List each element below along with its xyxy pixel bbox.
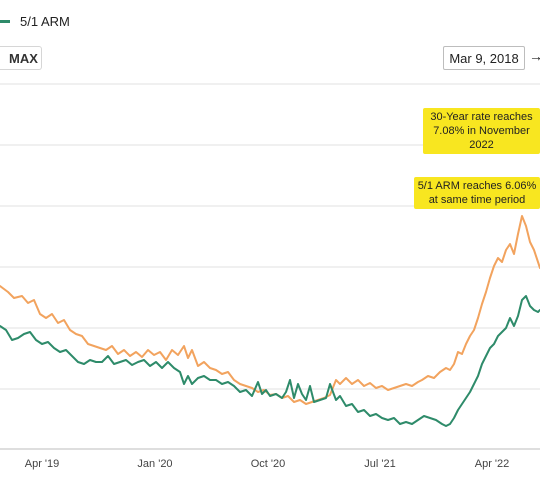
annotations: 30-Year rate reaches 7.08% in November 202… <box>414 108 540 209</box>
legend: 5/1 ARM <box>0 11 70 31</box>
start-date-input[interactable]: Mar 9, 2018 <box>443 46 525 70</box>
legend-label: 5/1 ARM <box>20 13 70 29</box>
x-tick-label: Apr '22 <box>475 458 510 470</box>
x-tick-label: Jan '20 <box>137 458 172 470</box>
grid <box>0 83 540 450</box>
annotation-line: 30-Year rate reaches <box>430 111 533 123</box>
series-line-5-1-arm <box>0 295 540 427</box>
annotation-line: 7.08% in November <box>433 125 530 137</box>
series-lines <box>0 215 540 427</box>
annotation-callout: 5/1 ARM reaches 6.06% at same time period <box>414 177 540 209</box>
x-tick-label: Jul '21 <box>364 458 395 470</box>
annotation-callout: 30-Year rate reaches 7.08% in November 202… <box>423 108 540 154</box>
legend-swatch <box>0 19 10 23</box>
annotation-line: 2022 <box>469 139 493 151</box>
annotation-line: 5/1 ARM reaches 6.06% <box>418 180 537 192</box>
x-axis-ticks: Apr '19 Jan '20 Oct '20 Jul '21 Apr '22 <box>25 458 510 470</box>
x-tick-label: Oct '20 <box>251 458 286 470</box>
x-tick-label: Apr '19 <box>25 458 60 470</box>
series-line-30-year <box>0 215 540 405</box>
range-max-button[interactable]: MAX <box>0 46 42 70</box>
annotation-line: at same time period <box>429 194 526 206</box>
arrow-right-icon: → <box>529 48 540 64</box>
